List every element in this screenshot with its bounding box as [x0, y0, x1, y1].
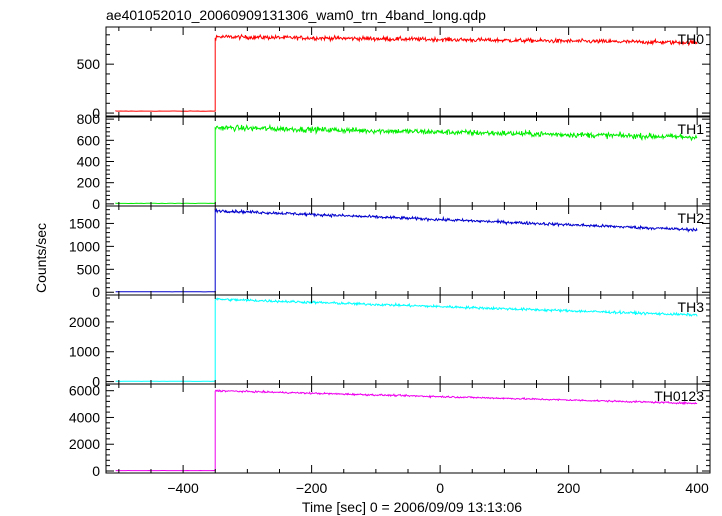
panel-label-th0: TH0 [678, 31, 705, 47]
panel-frame [105, 26, 711, 117]
y-tick-label: 1000 [69, 344, 100, 360]
x-tick-label: 400 [685, 480, 709, 496]
y-tick-label: 1500 [69, 215, 100, 231]
y-tick-label: 0 [92, 374, 100, 390]
panel-th3: 0 1000 2000 TH3 [69, 294, 711, 390]
panel-frame [105, 383, 711, 474]
panel-frame [105, 294, 711, 385]
chart-title: ae401052010_20060909131306_wam0_trn_4ban… [106, 7, 486, 23]
y-tick-label: 1000 [69, 238, 100, 254]
x-tick-labels: −400 −200 0 200 400 [167, 480, 709, 496]
y-tick-label: 2000 [69, 314, 100, 330]
y-tick-label: 0 [92, 463, 100, 479]
y-tick-label: 0 [92, 196, 100, 212]
series-line-th0123 [115, 389, 698, 472]
series-line-th2 [115, 207, 698, 293]
panel-label-th0123: TH0123 [654, 388, 704, 404]
panel-label-th2: TH2 [678, 210, 705, 226]
series-line-th1 [115, 123, 698, 205]
y-tick-label: 2000 [69, 436, 100, 452]
y-tick-label: 0 [92, 105, 100, 121]
y-axis-title: Counts/sec [33, 223, 49, 293]
y-tick-label: 400 [77, 154, 101, 170]
x-tick-label: −200 [296, 480, 328, 496]
x-tick-label: −400 [167, 480, 199, 496]
y-tick-label: 0 [92, 284, 100, 300]
panel-th0123: 0 2000 4000 6000 TH0123 [69, 383, 711, 479]
x-axis-title: Time [sec] 0 = 2006/09/09 13:13:06 [302, 499, 522, 515]
y-tick-label: 6000 [69, 383, 100, 399]
panel-th2: 0 500 1000 1500 TH2 [69, 205, 711, 300]
panels-group: 0 500 TH0 0 200 400 600 800 TH1 0 500 1000 1500 TH2 0 1… [69, 26, 711, 479]
y-tick-label: 500 [77, 56, 101, 72]
panel-th0: 0 500 TH0 [77, 26, 711, 121]
y-tick-label: 4000 [69, 410, 100, 426]
panel-th1: 0 200 400 600 800 TH1 [77, 111, 711, 212]
y-tick-label: 600 [77, 132, 101, 148]
x-tick-label: 200 [557, 480, 581, 496]
panel-label-th1: TH1 [678, 121, 705, 137]
series-line-th0 [115, 33, 698, 112]
panel-label-th3: TH3 [678, 299, 705, 315]
series-line-th3 [115, 297, 698, 382]
y-tick-label: 200 [77, 175, 101, 191]
y-tick-label: 500 [77, 261, 101, 277]
x-tick-label: 0 [436, 480, 444, 496]
y-tick-label: 800 [77, 111, 101, 127]
